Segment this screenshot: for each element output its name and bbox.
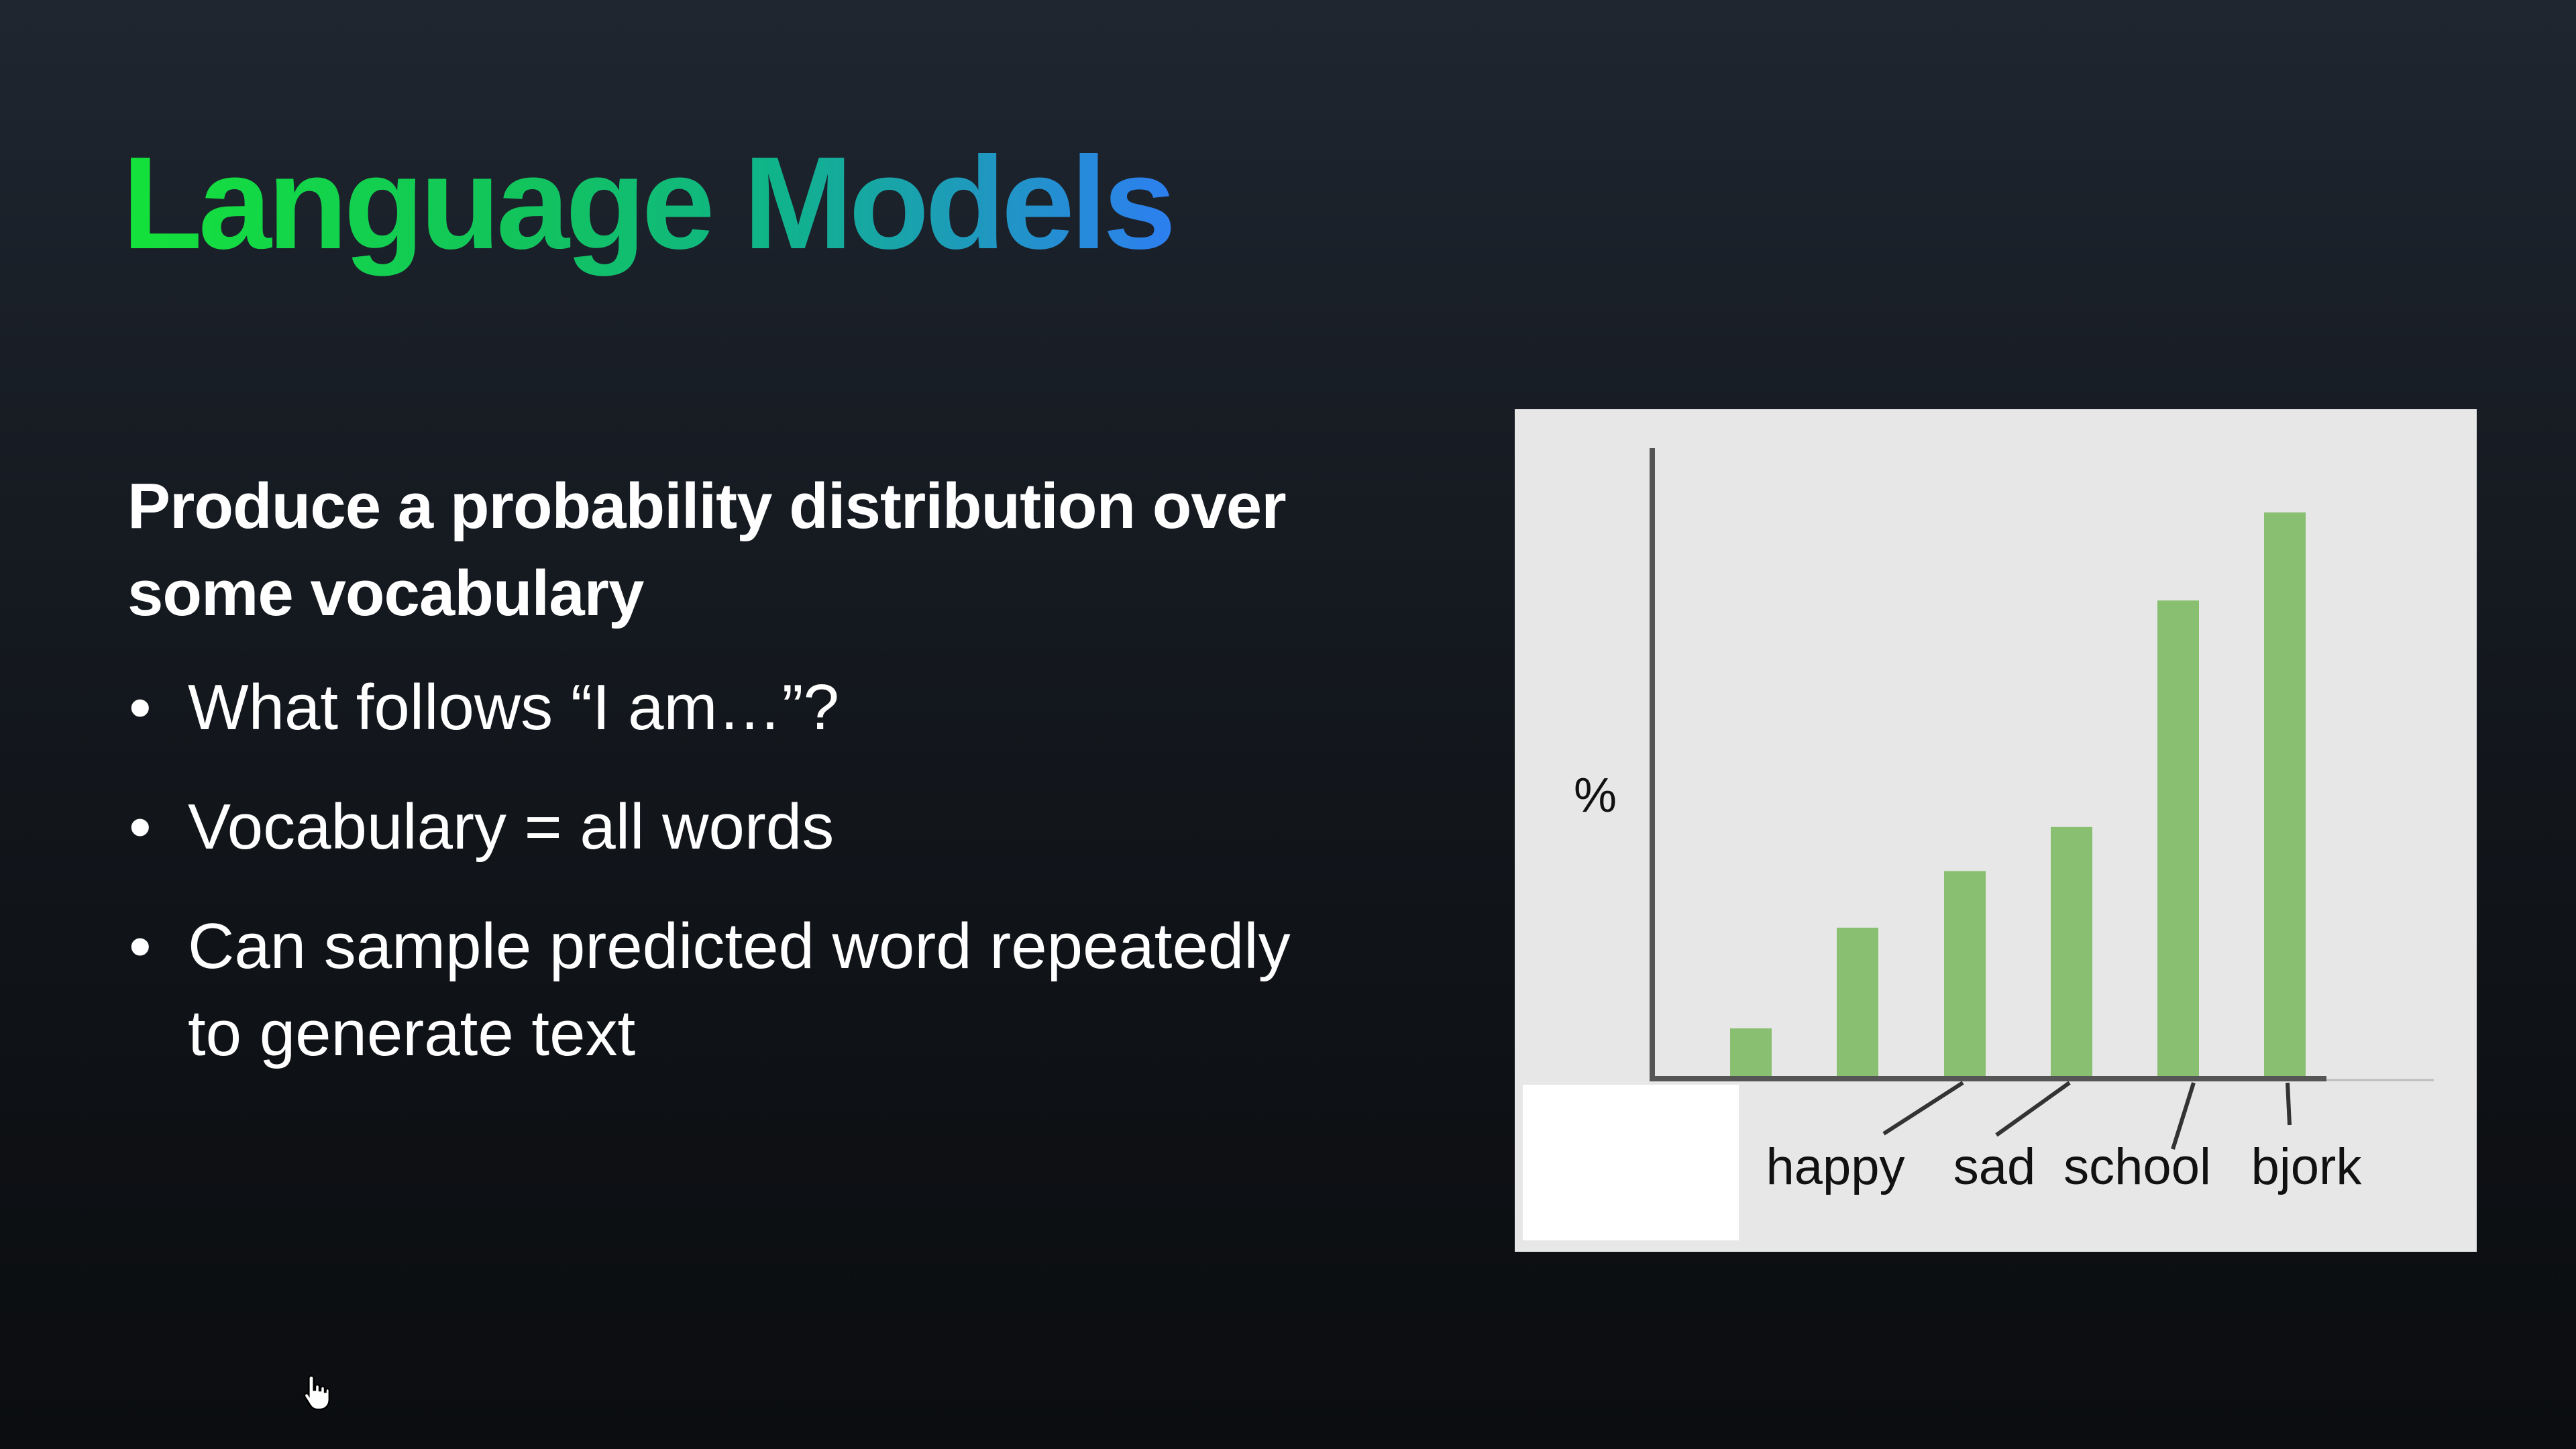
bullet-text: Vocabulary = all words bbox=[188, 791, 835, 863]
label-leader-line bbox=[1882, 1081, 1964, 1136]
bullet-text: Can sample predicted word repeatedly to … bbox=[188, 910, 1291, 1069]
chart-bar bbox=[2157, 600, 2199, 1079]
chart-bar bbox=[1837, 927, 1878, 1079]
word-label: happy bbox=[1766, 1138, 1904, 1195]
bullet-item: • Vocabulary = all words bbox=[127, 784, 1335, 871]
bullet-dot-icon: • bbox=[129, 672, 152, 743]
word-label: bjork bbox=[2251, 1138, 2363, 1195]
probability-chart: % happy sad school bjork bbox=[1515, 409, 2477, 1252]
bullet-item: • What follows “I am…”? bbox=[127, 664, 1335, 751]
hand-pointer-icon bbox=[303, 1375, 330, 1411]
bar-chart-svg: % happy sad school bjork bbox=[1523, 448, 2434, 1240]
bullet-list: • What follows “I am…”? • Vocabulary = a… bbox=[127, 664, 1335, 1110]
slide-title: Language Models bbox=[122, 127, 1176, 278]
label-mask-block bbox=[1523, 1085, 1739, 1240]
word-label: sad bbox=[1953, 1138, 2036, 1195]
bullet-dot-icon: • bbox=[129, 791, 152, 863]
label-leader-line bbox=[2286, 1082, 2292, 1126]
label-leader-line bbox=[1995, 1081, 2071, 1137]
bullet-dot-icon: • bbox=[129, 910, 152, 982]
chart-bar bbox=[1730, 1028, 1772, 1079]
y-axis-label: % bbox=[1574, 769, 1617, 822]
chart-bar bbox=[2051, 826, 2092, 1079]
bullet-text: What follows “I am…”? bbox=[188, 672, 839, 743]
label-leader-line bbox=[2171, 1082, 2196, 1150]
bullet-item: • Can sample predicted word repeatedly t… bbox=[127, 903, 1335, 1077]
chart-bar bbox=[2264, 512, 2306, 1079]
slide-subheading: Produce a probability distribution over … bbox=[127, 470, 1287, 629]
chart-bar bbox=[1944, 871, 1986, 1079]
word-label: school bbox=[2063, 1138, 2211, 1195]
